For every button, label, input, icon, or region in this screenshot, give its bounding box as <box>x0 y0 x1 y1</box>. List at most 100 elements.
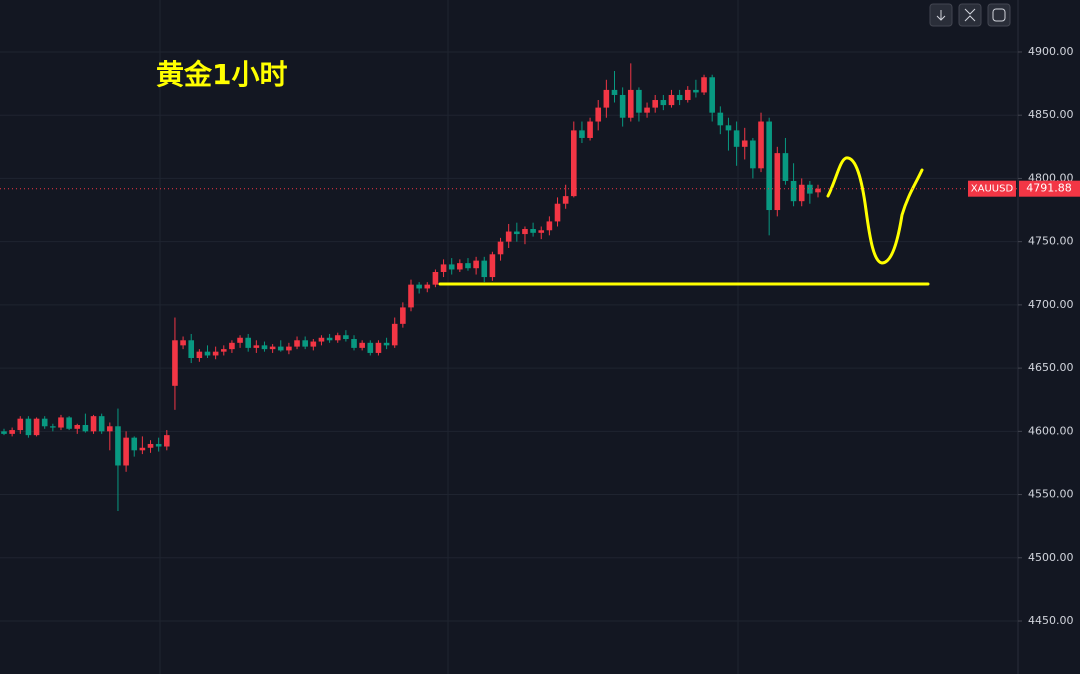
candle-body <box>155 443 162 447</box>
y-tick-label: 4850.00 <box>1028 108 1074 121</box>
candle-body <box>66 417 72 429</box>
candle-body <box>351 339 357 348</box>
candle-body <box>505 231 512 242</box>
candle-body <box>709 77 715 113</box>
y-tick-label: 4650.00 <box>1028 361 1074 374</box>
candle-body <box>644 107 650 113</box>
candle-body <box>172 340 178 386</box>
candle-body <box>554 203 561 222</box>
candle-body <box>261 345 268 350</box>
candle-body <box>562 196 569 204</box>
candle-body <box>733 130 740 147</box>
candle-body <box>400 307 406 324</box>
candle-body <box>220 349 227 352</box>
candle-body <box>717 112 724 126</box>
candle-body <box>383 342 390 346</box>
candle-body <box>131 437 138 451</box>
candle-body <box>1 431 7 434</box>
fullscreen-button[interactable] <box>987 3 1011 27</box>
candle-body <box>497 241 504 255</box>
candle-body <box>82 425 89 432</box>
candle-body <box>204 351 211 356</box>
price-tag <box>1019 180 1080 197</box>
y-tick-label: 4600.00 <box>1028 424 1074 437</box>
candle-body <box>9 430 15 434</box>
drawing <box>438 156 930 286</box>
candle-body <box>302 340 308 347</box>
toolbar <box>929 3 1011 27</box>
candle-body <box>375 342 382 353</box>
candle-body <box>416 284 422 289</box>
y-tick-label: 4450.00 <box>1028 614 1074 627</box>
candle-body <box>245 337 251 348</box>
candle-body <box>522 229 528 235</box>
candles <box>1 63 821 512</box>
candle-body <box>286 346 292 351</box>
candle-body <box>766 121 772 211</box>
symbol-tag <box>968 180 1016 197</box>
candle-body <box>725 125 732 131</box>
candle-body <box>758 121 764 169</box>
y-tick-label: 4550.00 <box>1028 488 1074 501</box>
candle-body <box>514 231 520 235</box>
candle-body <box>782 153 789 181</box>
candle-body <box>660 100 667 106</box>
candle-body <box>237 337 243 343</box>
candle-body <box>74 425 81 429</box>
candle-body <box>440 264 447 273</box>
candle-body <box>343 335 349 340</box>
candle-body <box>457 263 463 270</box>
candle-body <box>481 260 488 278</box>
y-tick-label: 4500.00 <box>1028 551 1074 564</box>
candle-body <box>367 342 374 353</box>
candle-body <box>391 323 398 346</box>
candle-body <box>229 342 235 350</box>
candle-body <box>432 272 439 285</box>
grid <box>0 0 1018 674</box>
candle-body <box>571 130 577 197</box>
candle-body <box>277 346 284 351</box>
candle-body <box>448 264 455 270</box>
icon <box>936 10 946 21</box>
candle-body <box>50 426 56 428</box>
candle-body <box>107 426 113 432</box>
candle-body <box>25 418 32 436</box>
candle-body <box>741 140 748 147</box>
candle-body <box>41 418 48 427</box>
candle-body <box>334 335 341 341</box>
candle-body <box>359 342 365 348</box>
candle-body <box>579 130 585 138</box>
candle-body <box>58 417 64 428</box>
candle-body <box>465 263 471 269</box>
candle-body <box>701 77 707 93</box>
candle-body <box>212 351 219 356</box>
forecast-curve <box>826 156 924 265</box>
candle-body <box>774 153 781 211</box>
candle-body <box>98 416 105 432</box>
candle-body <box>294 340 300 347</box>
candle-body <box>636 89 642 113</box>
candle-body <box>115 426 121 466</box>
y-tick-label: 4900.00 <box>1028 45 1074 58</box>
icon <box>964 8 976 22</box>
collapse-button[interactable] <box>958 3 982 27</box>
candle-body <box>326 337 333 341</box>
candle-body <box>269 346 276 350</box>
candle-body <box>90 416 97 432</box>
candle-body <box>627 89 634 118</box>
candle-body <box>652 100 658 108</box>
candle-body <box>619 94 626 118</box>
candle-body <box>196 351 203 358</box>
candle-body <box>408 284 414 308</box>
candle-body <box>318 337 325 342</box>
icon <box>992 8 1006 22</box>
candle-body <box>693 89 699 93</box>
candle-body <box>807 184 813 194</box>
chart-title: 黄金1小时 <box>156 58 287 91</box>
candle-body <box>489 254 496 278</box>
candle-body <box>123 437 129 466</box>
candle-body <box>473 260 479 269</box>
candle-body <box>790 180 797 202</box>
y-tick-label: 4700.00 <box>1028 298 1074 311</box>
